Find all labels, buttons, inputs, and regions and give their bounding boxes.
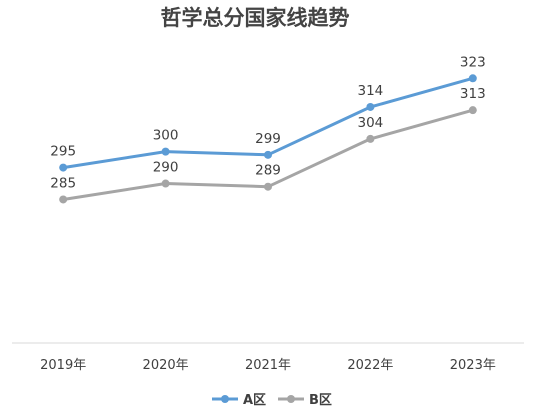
series-2-point xyxy=(161,179,170,188)
series-1-data-label: 295 xyxy=(50,144,76,160)
x-tick-label: 2019年 xyxy=(40,358,86,373)
series-2-data-label: 304 xyxy=(358,115,384,131)
series-1-point xyxy=(468,74,477,83)
legend: A区 B区 xyxy=(212,393,332,408)
series-2-point xyxy=(264,182,272,191)
series-1-point xyxy=(366,102,375,111)
legend-item-2: B区 xyxy=(278,393,332,408)
series-1-data-label: 299 xyxy=(255,131,281,147)
series-2-data-label: 290 xyxy=(153,160,179,176)
series-1-data-label: 300 xyxy=(153,128,179,144)
x-tick-label: 2020年 xyxy=(143,358,189,373)
legend-label: A区 xyxy=(243,393,266,408)
series-1-data-label: 323 xyxy=(460,54,486,70)
series-1-data-label: 314 xyxy=(358,83,384,99)
series-1-point xyxy=(59,163,68,172)
x-tick-label: 2023年 xyxy=(450,358,496,373)
series-1-point xyxy=(264,150,272,159)
series-2-data-label: 285 xyxy=(50,175,76,191)
series-2: 285 290 289 304 313 xyxy=(50,86,486,204)
series-2-point xyxy=(59,195,68,204)
series-2-point xyxy=(366,134,375,143)
series-1: 295 300 299 314 323 xyxy=(50,54,486,172)
x-tick-label: 2022年 xyxy=(347,358,393,373)
legend-item-1: A区 xyxy=(212,393,266,408)
series-2-point xyxy=(468,106,477,115)
chart-title: 哲学总分国家线趋势 xyxy=(161,5,350,30)
series-1-point xyxy=(161,147,170,156)
series-2-data-label: 289 xyxy=(255,163,281,179)
legend-label: B区 xyxy=(309,393,332,408)
series-layer: 295 300 299 314 323 285 290 289 304 313 xyxy=(50,54,486,204)
x-tick-labels: 2019年 2020年 2021年 2022年 2023年 xyxy=(40,358,496,373)
series-2-data-label: 313 xyxy=(460,86,486,102)
x-tick-label: 2021年 xyxy=(245,358,291,373)
legend-swatch-marker xyxy=(221,395,229,403)
legend-swatch-marker xyxy=(287,395,295,403)
